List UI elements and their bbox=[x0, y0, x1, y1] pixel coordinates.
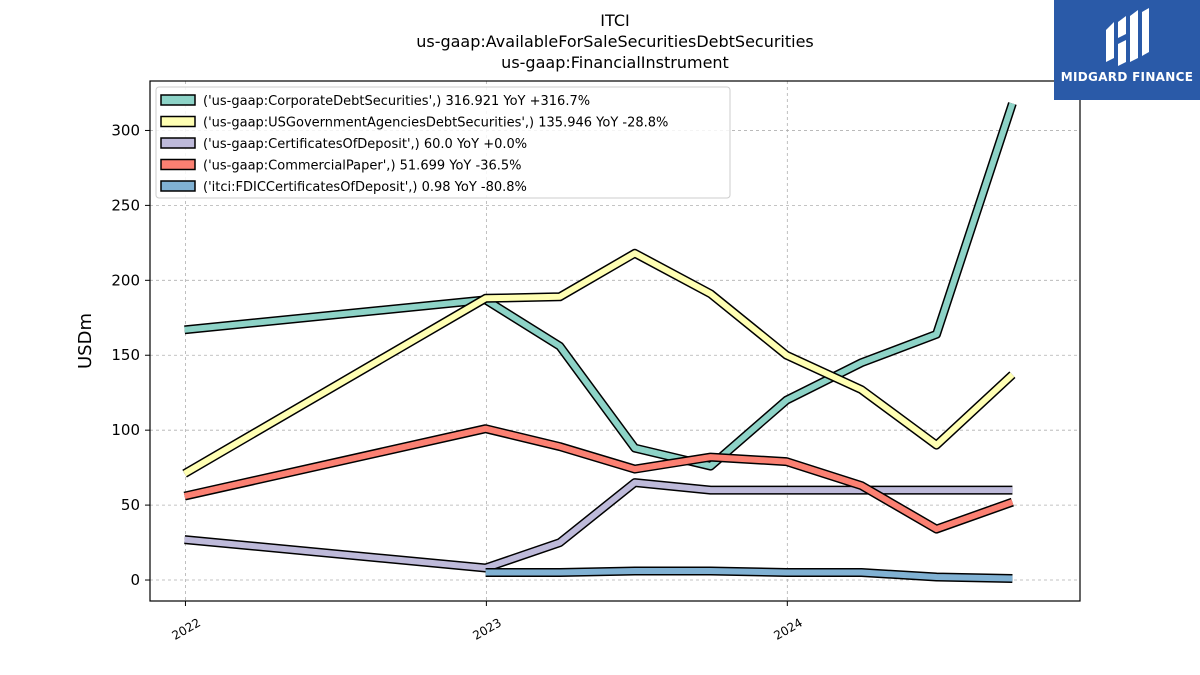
legend-entry: ('us-gaap:CertificatesOfDeposit',) 60.0 … bbox=[203, 137, 527, 152]
legend-entry: ('us-gaap:CommercialPaper',) 51.699 YoY … bbox=[203, 159, 522, 174]
x-tick-label: 2024 bbox=[771, 615, 804, 642]
legend-entry: ('us-gaap:CorporateDebtSecurities',) 316… bbox=[203, 94, 590, 109]
x-tick-label: 2022 bbox=[169, 615, 202, 642]
series-line bbox=[184, 102, 1016, 470]
series-line-group bbox=[182, 248, 1016, 478]
series-line-group bbox=[485, 566, 1013, 583]
legend: ('us-gaap:CorporateDebtSecurities',) 316… bbox=[155, 86, 731, 199]
series-line bbox=[183, 425, 1014, 533]
series-line-group bbox=[183, 424, 1014, 534]
x-tick-label: 2023 bbox=[470, 615, 503, 642]
series-line-group bbox=[184, 102, 1017, 471]
chart-title-line-2: us-gaap:AvailableForSaleSecuritiesDebtSe… bbox=[416, 32, 814, 51]
legend-swatch bbox=[160, 137, 196, 149]
legend-entry: ('us-gaap:USGovernmentAgenciesDebtSecuri… bbox=[203, 116, 668, 131]
legend-entry: ('itci:FDICCertificatesOfDeposit',) 0.98… bbox=[203, 180, 527, 195]
legend-swatch bbox=[160, 158, 196, 171]
series-layer bbox=[182, 102, 1017, 583]
series-outline bbox=[184, 478, 1013, 573]
y-tick-label: 250 bbox=[111, 196, 140, 214]
y-tick-label: 150 bbox=[111, 346, 140, 364]
y-tick-label: 50 bbox=[121, 496, 140, 514]
logo-mark-icon bbox=[1106, 8, 1149, 66]
logo-text: MIDGARD FINANCE bbox=[1060, 70, 1194, 84]
chart-title-line-1: ITCI bbox=[600, 11, 630, 30]
y-tick-label: 300 bbox=[111, 121, 140, 139]
series-line bbox=[184, 479, 1013, 571]
chart-title-line-3: us-gaap:FinancialInstrument bbox=[501, 53, 729, 72]
y-axis: 0 50 100 150 200 250 300 bbox=[111, 121, 150, 589]
series-line bbox=[183, 250, 1015, 477]
legend-swatch bbox=[160, 115, 196, 128]
y-tick-label: 0 bbox=[130, 571, 140, 589]
series-outline bbox=[182, 248, 1016, 478]
series-line bbox=[485, 568, 1013, 582]
x-axis: 2022 2023 2024 bbox=[169, 601, 805, 643]
legend-swatch bbox=[160, 94, 196, 106]
y-tick-label: 100 bbox=[111, 421, 140, 439]
series-line-group bbox=[184, 478, 1013, 573]
plot-frame bbox=[149, 80, 1081, 602]
y-axis-label: USDm bbox=[75, 313, 96, 369]
y-tick-label: 200 bbox=[111, 271, 140, 289]
legend-box bbox=[155, 86, 731, 199]
brand-logo: MIDGARD FINANCE bbox=[1054, 0, 1200, 100]
legend-swatch bbox=[160, 180, 196, 192]
